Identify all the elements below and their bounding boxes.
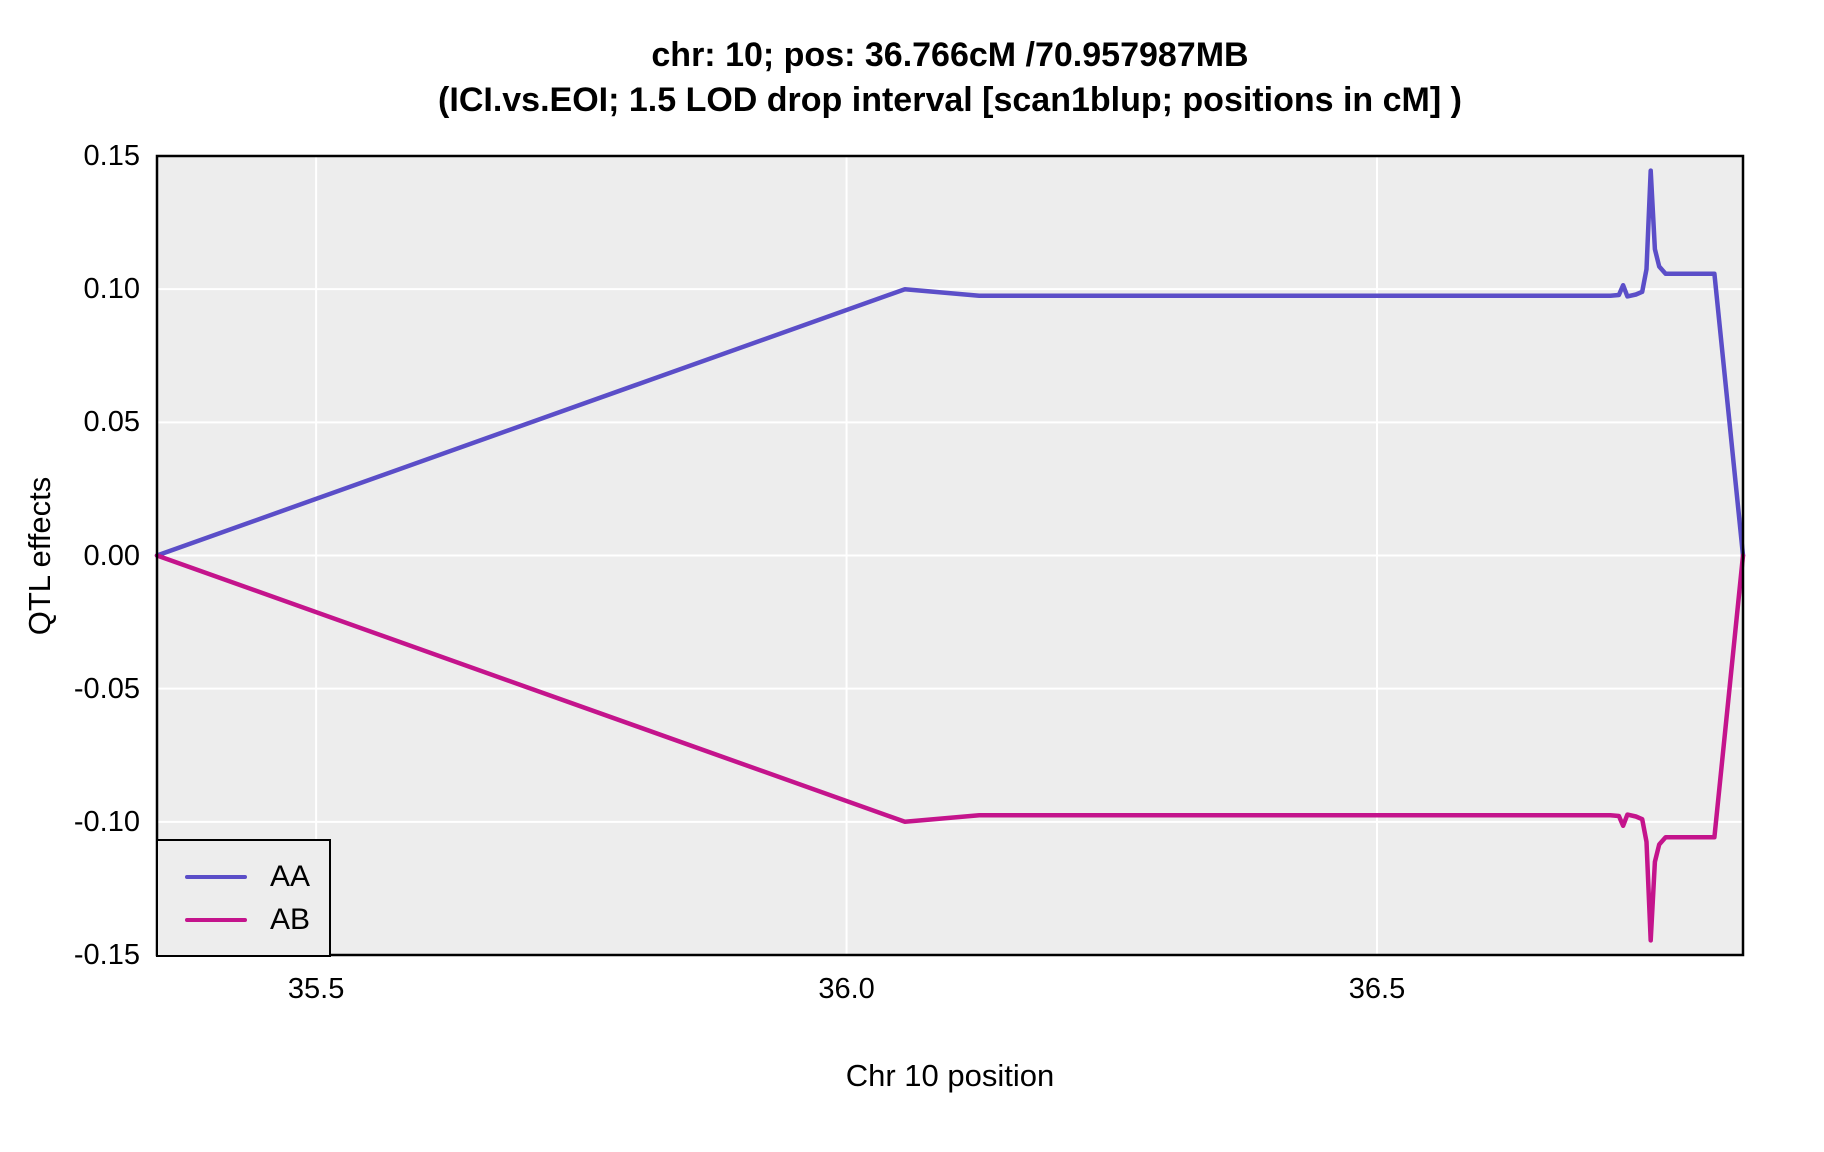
legend-entry-aa: AA [185, 859, 329, 893]
legend-label-ab: AB [270, 902, 311, 936]
y-axis-title: QTL effects [22, 476, 57, 636]
aa-line-sample [185, 874, 247, 879]
x-tick-label: 36.5 [1348, 973, 1406, 1005]
y-tick-label: -0.15 [73, 939, 140, 971]
y-tick-label: 0.05 [83, 406, 140, 439]
legend: AA AB [156, 839, 331, 957]
x-axis-title: Chr 10 position [845, 1058, 1055, 1093]
y-tick-label: 0.00 [83, 539, 140, 572]
ab-line-sample [185, 917, 247, 922]
y-tick-label: 0.10 [83, 273, 140, 306]
x-tick-label: 36.0 [818, 973, 875, 1005]
x-tick-label: 35.5 [287, 973, 345, 1005]
y-tick-label: 0.15 [83, 140, 140, 172]
legend-label-aa: AA [270, 859, 311, 893]
legend-entry-ab: AB [185, 902, 329, 936]
chart-title: chr: 10; pos: 36.766cM /70.957987MB [651, 36, 1249, 74]
y-tick-label: -0.10 [73, 805, 140, 838]
y-tick-label: -0.05 [73, 672, 140, 705]
chart-subtitle: (ICI.vs.EOI; 1.5 LOD drop interval [scan… [438, 81, 1462, 119]
